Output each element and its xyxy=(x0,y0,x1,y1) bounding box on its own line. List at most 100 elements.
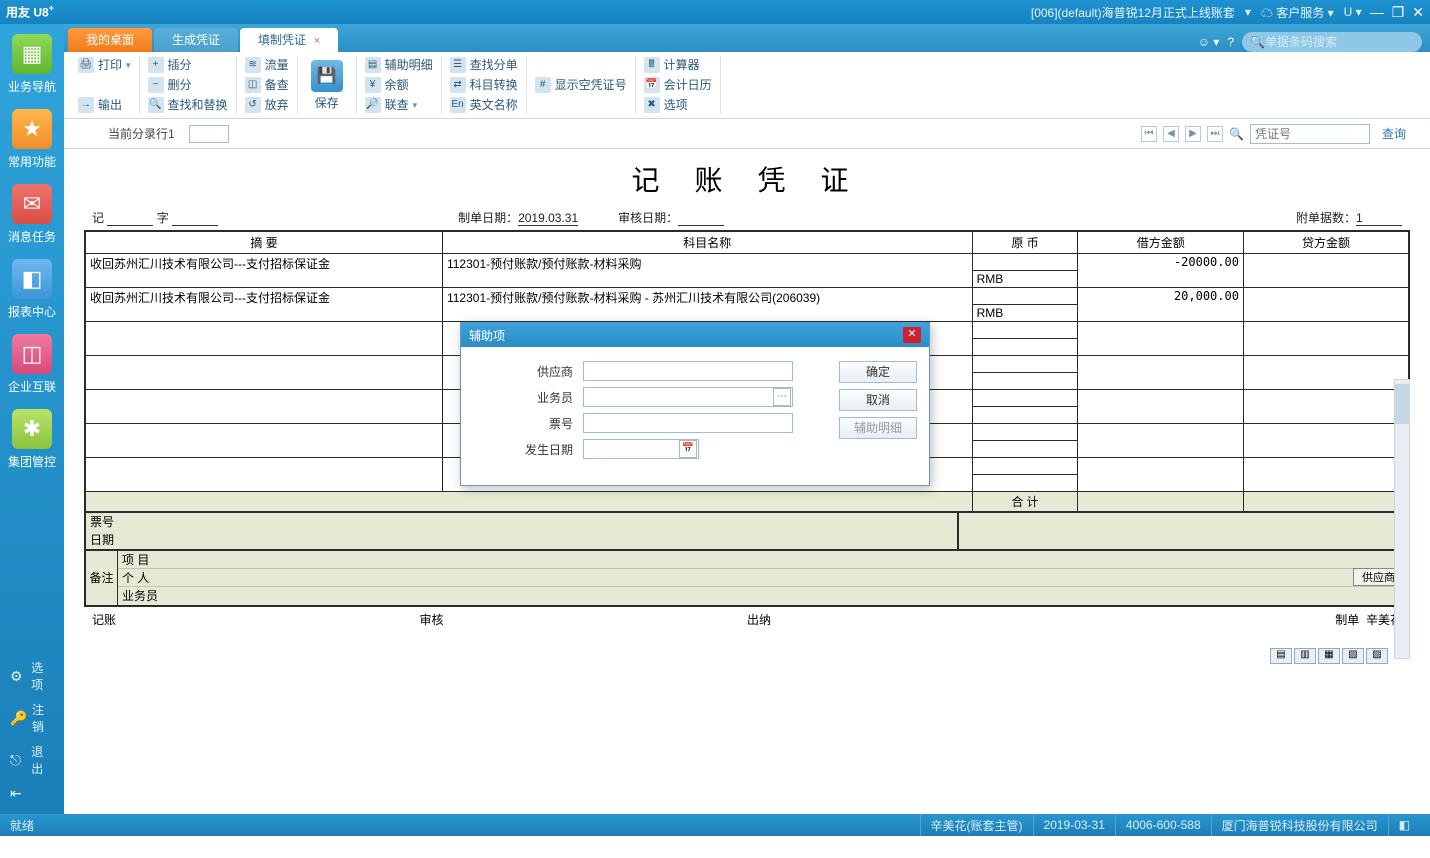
sub-toolbar: 当前分录行1 ⏮ ◀ ▶ ⏭ 🔍 查询 xyxy=(64,119,1430,149)
calendar-button[interactable]: 📅会计日历 xyxy=(644,76,712,94)
nav-prev-icon[interactable]: ◀ xyxy=(1163,126,1179,142)
occurdate-label: 发生日期 xyxy=(473,441,583,458)
window-close-icon[interactable]: ✕ xyxy=(1412,4,1424,21)
help-icon[interactable]: ? xyxy=(1227,35,1234,49)
status-user: 辛美花(账套主管) xyxy=(920,814,1033,836)
save-button[interactable]: 💾保存 xyxy=(306,60,348,111)
status-date: 2019-03-31 xyxy=(1033,814,1115,836)
sidebar-exit[interactable]: ⎋退出 xyxy=(0,739,64,781)
sidebar-item-nav[interactable]: ▦业务导航 xyxy=(6,34,58,95)
salesman-label: 业务员 xyxy=(122,587,166,604)
insert-line-button[interactable]: +插分 xyxy=(148,56,228,74)
voucher-number-input[interactable] xyxy=(1250,124,1370,144)
subject-convert-button[interactable]: ⇄科目转换 xyxy=(450,76,518,94)
billno-input[interactable] xyxy=(583,413,793,433)
billno-label: 票号 xyxy=(90,513,130,530)
supplier-input[interactable] xyxy=(583,361,793,381)
col-debit: 借方金额 xyxy=(1078,231,1244,253)
flow-button[interactable]: ≋流量 xyxy=(245,56,289,74)
window-minimize-icon[interactable]: — xyxy=(1370,4,1384,20)
project-label: 项 目 xyxy=(122,551,166,568)
balance-button[interactable]: ¥余额 xyxy=(365,76,433,94)
print-button[interactable]: 🖨打印▾ xyxy=(78,56,131,74)
mini-btn2[interactable]: ▥ xyxy=(1294,648,1316,664)
show-empty-voucher-button[interactable]: #显示空凭证号 xyxy=(535,76,627,94)
scrollbar[interactable] xyxy=(1394,379,1410,659)
title-bar: 用友 U8+ [006](default)海普锐12月正式上线账套 ▾ ☁ 客户… xyxy=(0,0,1430,24)
account-dropdown-icon[interactable]: ▾ xyxy=(1245,5,1251,19)
voucher-notes: 备注 项 目 个 人 供应商 业务员 xyxy=(84,551,1410,607)
find-replace-button[interactable]: 🔍查找和替换 xyxy=(148,96,228,114)
mini-btn4[interactable]: ▧ xyxy=(1342,648,1364,664)
options-button[interactable]: ✖选项 xyxy=(644,96,712,114)
salesman-input[interactable] xyxy=(583,387,793,407)
lookup-button[interactable]: 🔎联查▾ xyxy=(365,96,433,114)
output-button[interactable]: →输出 xyxy=(78,96,131,114)
voucher-row[interactable]: 收回苏州汇川技术有限公司---支付招标保证金 112301-预付账款/预付账款-… xyxy=(85,287,1409,304)
sidebar-item-favorites[interactable]: ★常用功能 xyxy=(6,109,58,170)
backup-button[interactable]: ◫备查 xyxy=(245,76,289,94)
barcode-search-input[interactable] xyxy=(1265,35,1420,49)
col-credit: 贷方金额 xyxy=(1243,231,1409,253)
aux-detail-button[interactable]: ▤辅助明细 xyxy=(365,56,433,74)
tab-desktop[interactable]: 我的桌面 xyxy=(68,28,152,52)
app-logo: 用友 U8+ xyxy=(6,3,54,20)
entry-input[interactable] xyxy=(189,125,229,143)
notes-label: 备注 xyxy=(86,551,118,605)
smile-icon[interactable]: ☺ ▾ xyxy=(1198,35,1220,49)
sidebar-options[interactable]: ⚙选项 xyxy=(0,655,64,697)
current-entry-label: 当前分录行1 xyxy=(108,125,175,142)
status-hotline: 4006-600-588 xyxy=(1115,814,1211,836)
person-label: 个 人 xyxy=(122,569,166,586)
sidebar-item-messages[interactable]: ✉消息任务 xyxy=(6,184,58,245)
service-button[interactable]: ☁ 客户服务 ▾ xyxy=(1261,4,1334,21)
barcode-search[interactable]: 🔍 xyxy=(1242,32,1422,52)
col-subject: 科目名称 xyxy=(442,231,972,253)
nav-first-icon[interactable]: ⏮ xyxy=(1141,126,1157,142)
calculator-button[interactable]: 🖩计算器 xyxy=(644,56,712,74)
status-icon[interactable]: ◧ xyxy=(1388,814,1420,836)
salesman-picker-icon[interactable]: ⋯ xyxy=(773,388,791,406)
tab-fill-voucher[interactable]: 填制凭证× xyxy=(240,28,338,52)
left-sidebar: ▦业务导航 ★常用功能 ✉消息任务 ◧报表中心 ◫企业互联 ✱集团管控 ⚙选项 … xyxy=(0,24,64,814)
sidebar-collapse[interactable]: ⇤ xyxy=(0,781,64,806)
supplier-label: 供应商 xyxy=(473,363,583,380)
window-restore-icon[interactable]: ❐ xyxy=(1392,4,1405,21)
query-button[interactable]: 查询 xyxy=(1382,125,1406,142)
salesman-field-label: 业务员 xyxy=(473,389,583,406)
dialog-title: 辅助项 xyxy=(469,327,505,344)
nav-last-icon[interactable]: ⏭ xyxy=(1207,126,1223,142)
date-label: 日期 xyxy=(90,531,130,548)
voucher-meta: 票号 日期 xyxy=(84,513,1410,551)
tab-close-icon[interactable]: × xyxy=(314,35,320,47)
voucher-title: 记 账 凭 证 xyxy=(84,159,1410,199)
delete-line-button[interactable]: −删分 xyxy=(148,76,228,94)
tab-generate-voucher[interactable]: 生成凭证 xyxy=(154,28,238,52)
mini-toolbar: ▤ ▥ ▦ ▧ ▨ xyxy=(1270,648,1388,664)
ok-button[interactable]: 确定 xyxy=(839,361,917,383)
u-button[interactable]: U ▾ xyxy=(1344,5,1362,19)
nav-next-icon[interactable]: ▶ xyxy=(1185,126,1201,142)
english-name-button[interactable]: En英文名称 xyxy=(450,96,518,114)
billno-field-label: 票号 xyxy=(473,415,583,432)
cancel-button[interactable]: 取消 xyxy=(839,389,917,411)
sidebar-item-enterprise[interactable]: ◫企业互联 xyxy=(6,334,58,395)
status-ready: 就绪 xyxy=(10,817,34,834)
mini-btn5[interactable]: ▨ xyxy=(1366,648,1388,664)
discard-button[interactable]: ↺放弃 xyxy=(245,96,289,114)
col-currency: 原 币 xyxy=(972,231,1078,253)
voucher-row[interactable]: 收回苏州汇川技术有限公司---支付招标保证金 112301-预付账款/预付账款-… xyxy=(85,253,1409,270)
status-bar: 就绪 辛美花(账套主管) 2019-03-31 4006-600-588 厦门海… xyxy=(0,814,1430,836)
sidebar-item-group[interactable]: ✱集团管控 xyxy=(6,409,58,470)
sidebar-logout[interactable]: 🔑注销 xyxy=(0,697,64,739)
dialog-close-icon[interactable]: ✕ xyxy=(903,327,921,343)
find-split-button[interactable]: ☰查找分单 xyxy=(450,56,518,74)
ribbon-toolbar: 🖨打印▾ →输出 +插分 −删分 🔍查找和替换 ≋流量 ◫备查 ↺放弃 💾保存 … xyxy=(64,52,1430,119)
mini-btn3[interactable]: ▦ xyxy=(1318,648,1340,664)
sidebar-item-reports[interactable]: ◧报表中心 xyxy=(6,259,58,320)
mini-btn1[interactable]: ▤ xyxy=(1270,648,1292,664)
date-picker-icon[interactable]: 📅 xyxy=(679,440,697,458)
voucher-total-row: 合 计 xyxy=(85,491,1409,512)
status-company: 厦门海普锐科技股份有限公司 xyxy=(1211,814,1388,836)
aux-detail-dialog-button[interactable]: 辅助明细 xyxy=(839,417,917,439)
